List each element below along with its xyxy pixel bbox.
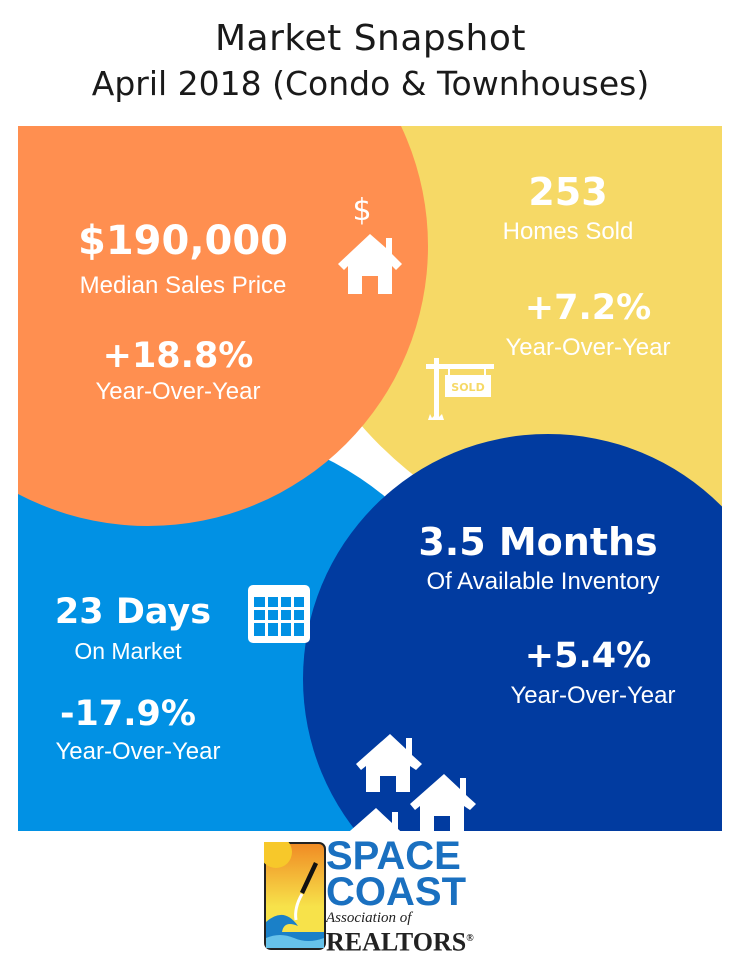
logo-space: SPACE	[326, 834, 461, 878]
calendar-icon	[248, 585, 310, 643]
svg-text:SOLD: SOLD	[451, 381, 484, 394]
inventory-change: +5.4%	[524, 636, 652, 676]
days-on-market-value: 23 Days	[54, 592, 212, 632]
logo-coast: COAST	[326, 870, 466, 914]
logo-realtors: REALTORS®	[326, 927, 474, 957]
homes-sold-label: Homes Sold	[502, 218, 634, 245]
inventory-label: Of Available Inventory	[426, 568, 660, 595]
median-price-change-label: Year-Over-Year	[95, 378, 261, 405]
median-price-label: Median Sales Price	[79, 272, 287, 299]
homes-sold-change-label: Year-Over-Year	[505, 334, 671, 361]
homes-sold-change: +7.2%	[524, 288, 652, 328]
space-coast-logo: SPACE COAST Association of REALTORS®	[326, 834, 474, 957]
days-on-market-change-label: Year-Over-Year	[55, 738, 221, 765]
page-title: Market Snapshot	[215, 18, 526, 59]
logo-association: Association of	[326, 910, 412, 926]
houses-icon	[349, 734, 476, 831]
median-price-change: +18.8%	[102, 336, 254, 376]
median-price-value: $190,000	[77, 218, 289, 264]
sold-sign-icon: SOLD	[426, 358, 494, 420]
infographic-panel: $190,000 Median Sales Price +18.8% Year-…	[18, 126, 722, 831]
house-dollar-icon: $	[338, 193, 402, 294]
inventory-value: 3.5 Months	[418, 520, 658, 564]
inventory-change-label: Year-Over-Year	[510, 682, 676, 709]
svg-text:$: $	[352, 193, 371, 228]
homes-sold-value: 253	[528, 170, 608, 214]
days-on-market-change: -17.9%	[60, 694, 196, 734]
orange-circle	[18, 126, 428, 526]
page-subtitle: April 2018 (Condo & Townhouses)	[91, 64, 650, 103]
days-on-market-label: On Market	[74, 638, 182, 664]
space-coast-logo-icon	[264, 842, 326, 950]
